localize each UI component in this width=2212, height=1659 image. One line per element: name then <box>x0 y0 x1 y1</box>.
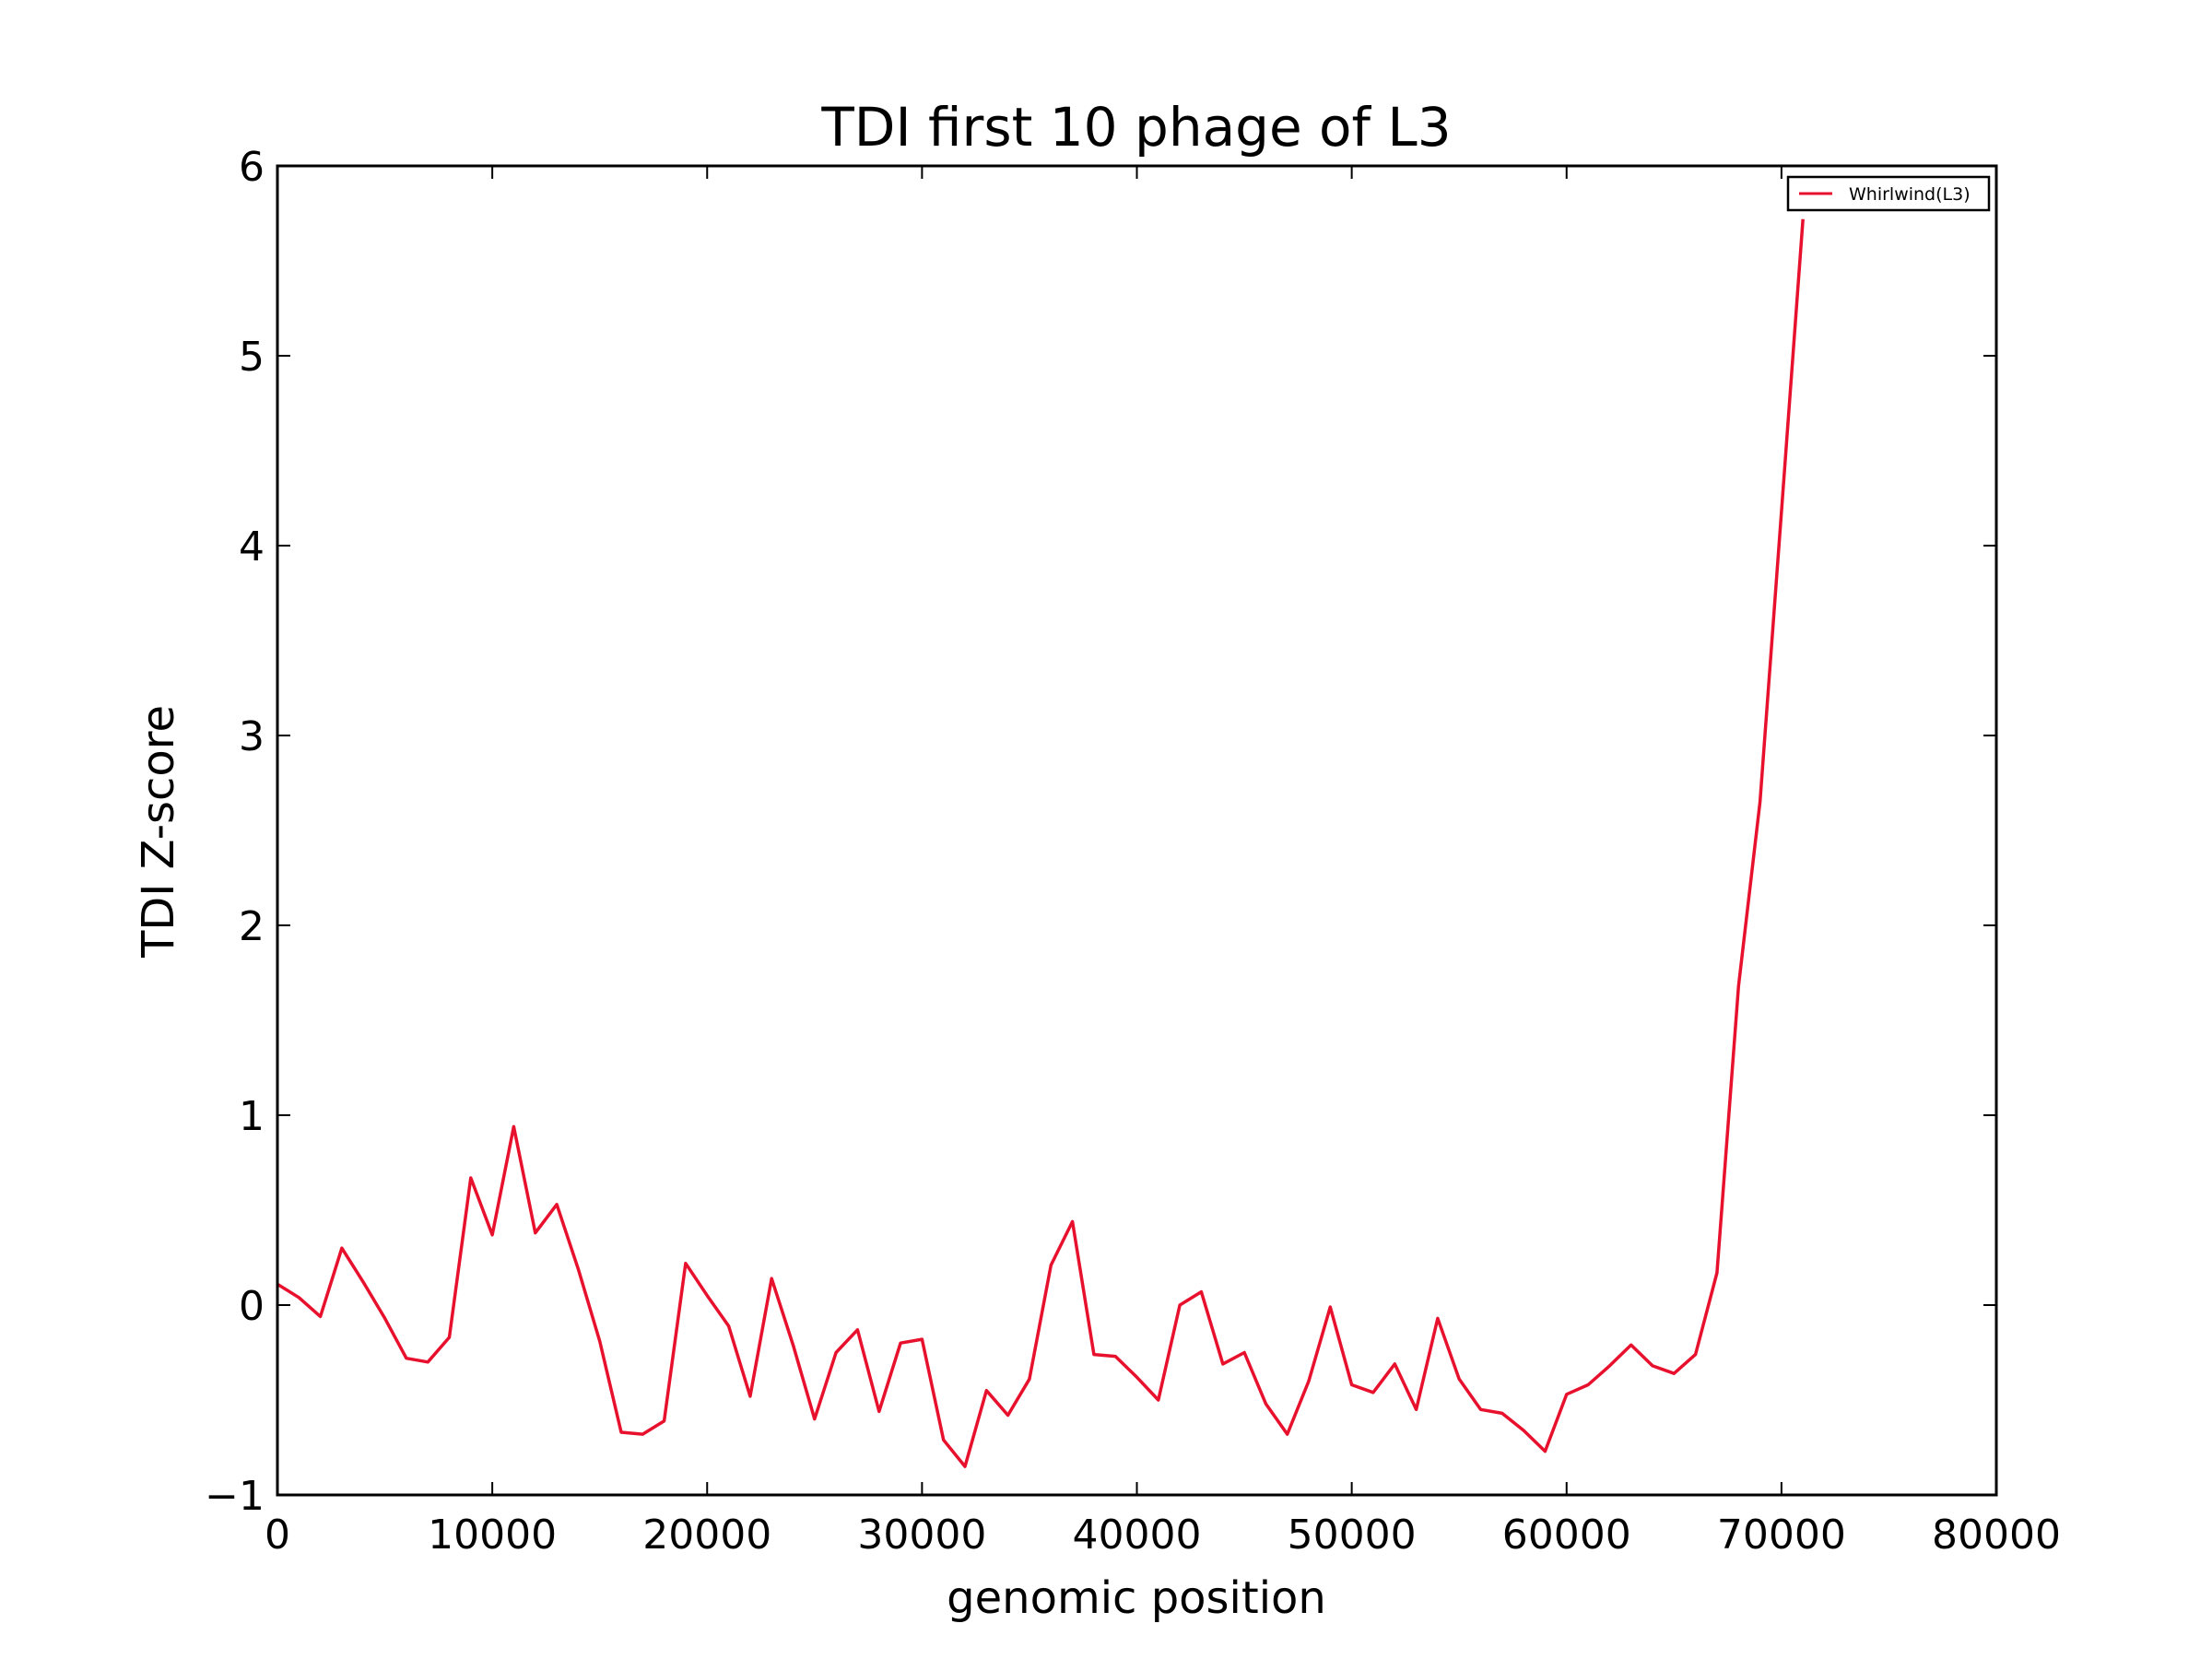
x-tick-label: 70000 <box>1717 1512 1846 1559</box>
y-tick-label: 6 <box>239 144 265 191</box>
x-tick-label: 10000 <box>428 1512 557 1559</box>
x-tick-label: 80000 <box>1932 1512 2061 1559</box>
series-layer <box>276 218 1805 1468</box>
x-tick-label: 50000 <box>1288 1512 1417 1559</box>
y-tick-label: −1 <box>205 1473 265 1520</box>
y-tick-label: 1 <box>239 1093 265 1140</box>
axis-ticks: 0 10000 20000 30000 40000 50000 60000 70000 8000… <box>205 144 2061 1559</box>
x-tick-label: 40000 <box>1073 1512 1202 1559</box>
x-tick-label: 20000 <box>642 1512 771 1559</box>
x-tick-label: 60000 <box>1502 1512 1631 1559</box>
x-tick-label: 0 <box>265 1512 290 1559</box>
chart-title: TDI first 10 phage of L3 <box>820 96 1451 159</box>
x-tick-label: 30000 <box>857 1512 986 1559</box>
y-tick-label: 0 <box>239 1283 265 1330</box>
y-tick-label: 3 <box>239 713 265 760</box>
plot-frame <box>276 164 1998 1497</box>
y-tick-label: 2 <box>239 903 265 950</box>
x-axis-label: genomic position <box>947 1572 1326 1624</box>
legend: Whirlwind(L3) <box>1786 175 1991 212</box>
y-axis-label: TDI Z-score <box>133 705 184 959</box>
y-tick-label: 4 <box>239 524 265 571</box>
legend-label: Whirlwind(L3) <box>1849 184 1971 205</box>
y-tick-label: 5 <box>239 334 265 381</box>
series-line <box>276 218 1805 1468</box>
